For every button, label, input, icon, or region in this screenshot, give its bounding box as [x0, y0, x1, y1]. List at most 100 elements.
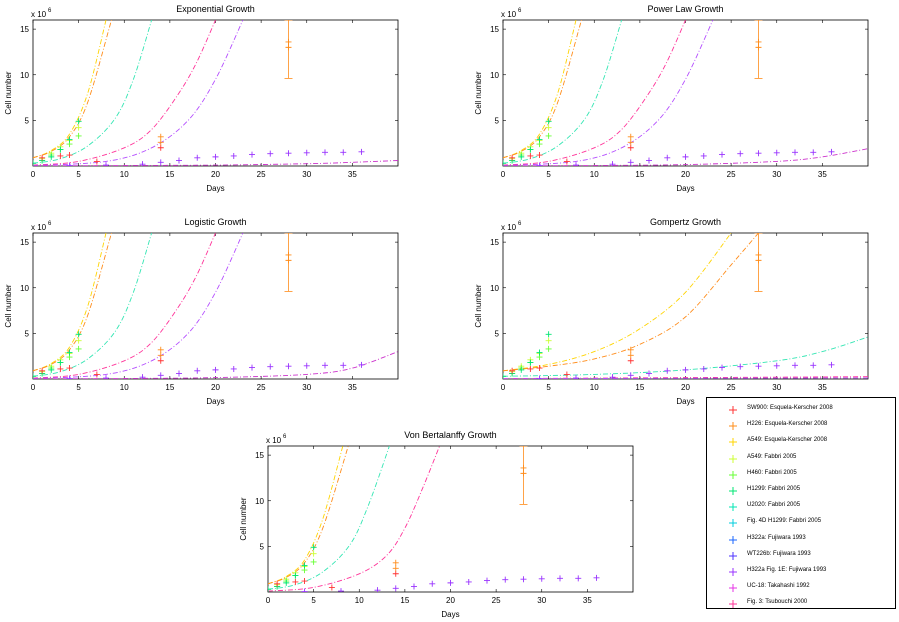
data-point [627, 144, 634, 151]
data-point [646, 157, 652, 164]
x-tick-label: 10 [590, 170, 599, 179]
data-point [33, 160, 36, 166]
legend-item: UC-18: Takahashi 1992 [707, 580, 895, 597]
x-tick-label: 20 [211, 383, 220, 392]
data-point [157, 133, 164, 140]
legend-label: H1299: Fabbri 2005 [747, 486, 801, 492]
y-multiplier: x 10 [31, 223, 47, 232]
x-tick-label: 30 [302, 383, 311, 392]
plot-area [502, 19, 869, 167]
data-point [755, 44, 762, 51]
legend-marker-shape [729, 503, 737, 512]
y-axis-label: Cell number [474, 71, 483, 114]
data-point [773, 149, 780, 156]
fit-curve [33, 351, 398, 379]
data-point [157, 352, 164, 359]
y-multiplier-exponent: 6 [48, 221, 52, 227]
data-point [484, 577, 490, 584]
x-tick-label: 30 [772, 383, 781, 392]
data-point [157, 159, 164, 166]
x-axis-label: Days [676, 184, 694, 193]
x-tick-label: 15 [400, 596, 409, 605]
x-tick-label: 5 [76, 170, 81, 179]
data-point [230, 152, 237, 159]
x-tick-label: 0 [501, 170, 506, 179]
x-tick-label: 5 [311, 596, 316, 605]
legend-item: H460: Fabbri 2005 [707, 467, 895, 484]
legend-label: UC-18: Takahashi 1992 [747, 583, 810, 590]
data-point [39, 367, 46, 374]
y-multiplier: x 10 [501, 10, 517, 19]
legend-label: H322a Fig. 1E: Fujiwara 1993 [747, 567, 827, 573]
data-point [176, 370, 182, 377]
x-tick-label: 35 [818, 383, 827, 392]
legend-marker-icon [729, 470, 737, 479]
data-point [274, 580, 281, 587]
data-point [249, 151, 255, 158]
x-tick-label: 15 [635, 383, 644, 392]
x-tick-label: 35 [583, 596, 592, 605]
y-tick-label: 15 [490, 238, 499, 247]
fit-curve [268, 446, 441, 592]
data-point [609, 161, 616, 166]
data-point [301, 578, 308, 585]
plot-data [33, 233, 398, 379]
fit-curve [33, 233, 107, 372]
data-point [303, 362, 310, 369]
fit-curve [33, 160, 398, 166]
x-tick-label: 15 [635, 170, 644, 179]
data-point [139, 374, 146, 379]
plot-data [268, 446, 600, 592]
data-point [103, 162, 109, 166]
plot-area [32, 232, 399, 380]
chart-title: Gompertz Growth [650, 217, 721, 227]
y-tick-label: 15 [255, 451, 264, 460]
data-point [518, 153, 525, 160]
plot-data [503, 20, 868, 166]
fit-curve [503, 336, 868, 377]
legend-label: H460: Fabbri 2005 [747, 469, 797, 476]
legend-marker-icon [729, 551, 737, 560]
data-point [66, 349, 73, 356]
x-tick-label: 25 [492, 596, 501, 605]
data-point [93, 371, 100, 378]
data-point [285, 363, 292, 370]
legend-marker-icon [729, 406, 737, 414]
data-point [520, 470, 527, 477]
data-point [536, 136, 543, 143]
legend-item: H1299: Fabbri 2005 [707, 483, 895, 500]
data-point [194, 154, 201, 161]
y-tick-label: 10 [490, 284, 499, 293]
data-point [103, 375, 109, 379]
data-point [157, 144, 164, 151]
data-point [285, 150, 292, 157]
legend-marker-shape [729, 584, 737, 593]
legend-marker-icon [729, 568, 737, 576]
data-point [75, 118, 82, 125]
data-point [292, 572, 299, 579]
data-point [57, 152, 64, 159]
x-tick-label: 35 [348, 170, 357, 179]
x-tick-label: 5 [546, 383, 551, 392]
y-multiplier-exponent: 6 [518, 8, 522, 14]
x-tick-label: 25 [257, 383, 266, 392]
x-tick-label: 0 [266, 596, 271, 605]
x-tick-label: 0 [501, 383, 506, 392]
legend: SW900: Esquela-Kerscher 2008 H226: Esquel… [706, 397, 896, 609]
data-point [285, 44, 292, 51]
data-point [755, 38, 762, 45]
chart-title: Exponential Growth [176, 4, 255, 14]
data-point [520, 464, 527, 471]
legend-label: A549: Fabbri 2005 [747, 453, 797, 460]
data-point [157, 346, 164, 353]
data-point [545, 118, 552, 125]
plot-data [33, 20, 398, 166]
legend-marker-shape [729, 535, 737, 544]
x-axis-label: Days [676, 397, 694, 406]
y-tick-label: 15 [20, 25, 29, 34]
data-point [285, 257, 292, 264]
legend-marker-shape [729, 422, 737, 431]
y-tick-label: 15 [490, 25, 499, 34]
data-point [66, 162, 73, 166]
data-point [176, 157, 182, 164]
